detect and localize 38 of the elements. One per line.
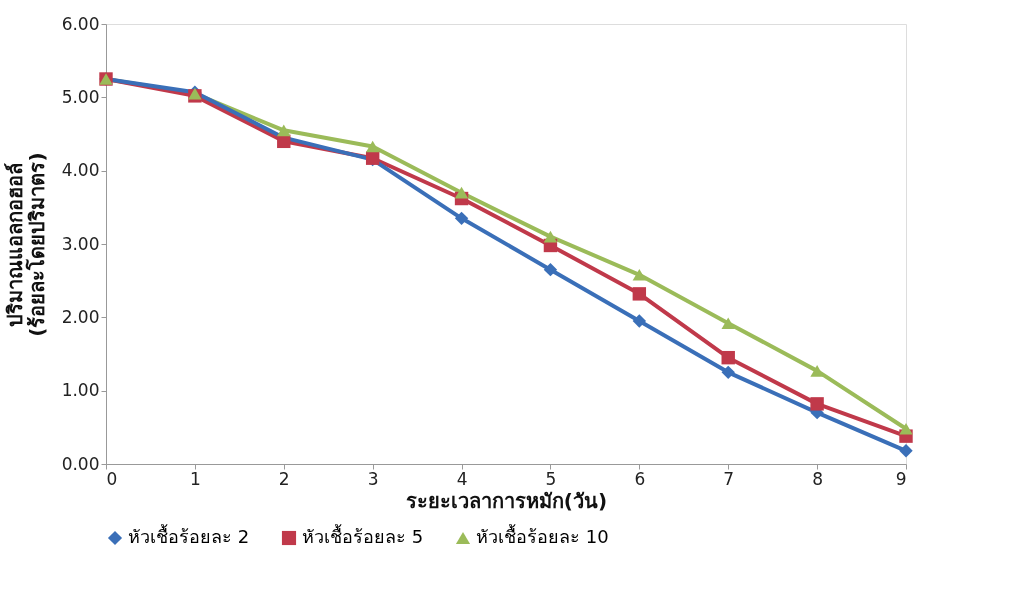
x-tick-label: 6 [634, 468, 646, 489]
point [632, 268, 647, 281]
point [543, 230, 558, 243]
y-tick-label: 4.00 [61, 160, 100, 181]
point [721, 317, 735, 330]
x-tick-label: 0 [106, 468, 118, 489]
x-tick-label: 1 [189, 468, 201, 489]
x-tick-label: 4 [456, 468, 468, 489]
point [721, 365, 735, 380]
point [899, 422, 913, 435]
y-tick-label: 3.00 [61, 233, 100, 254]
y-tick-label: 0.00 [61, 453, 100, 474]
x-tick-label: 2 [278, 468, 290, 489]
x-tick-label: 3 [367, 468, 379, 489]
point [277, 124, 291, 137]
y-tick-label: 5.00 [61, 86, 100, 107]
point [899, 444, 913, 458]
x-tick-label: 8 [812, 468, 824, 489]
x-axis-title: ระยะเวลาการหมัก(วัน) [405, 488, 608, 513]
legend-label: หัวเชื้อร้อยละ 5 [302, 524, 424, 547]
point [810, 397, 824, 411]
point [454, 186, 469, 199]
y-tick-label: 2.00 [61, 306, 100, 327]
legend-label: หัวเชื้อร้อยละ 2 [128, 524, 250, 547]
point [454, 211, 469, 226]
y-tick-label: 6.00 [61, 13, 100, 34]
point [632, 287, 647, 301]
legend-label: หัวเชื้อร้อยละ 10 [476, 524, 609, 547]
point [810, 365, 824, 377]
x-tick-label: 7 [723, 468, 735, 489]
point [543, 262, 558, 277]
x-tick-label: 5 [545, 468, 557, 489]
x-tick-label: 9 [895, 468, 907, 489]
y-tick-label: 1.00 [61, 380, 100, 401]
point [632, 314, 647, 328]
point [365, 140, 380, 153]
y-axis-title: ปริมาณแอลกอฮอล์ (ร้อยละโดยปริมาตร) [2, 152, 49, 337]
point [721, 350, 735, 365]
